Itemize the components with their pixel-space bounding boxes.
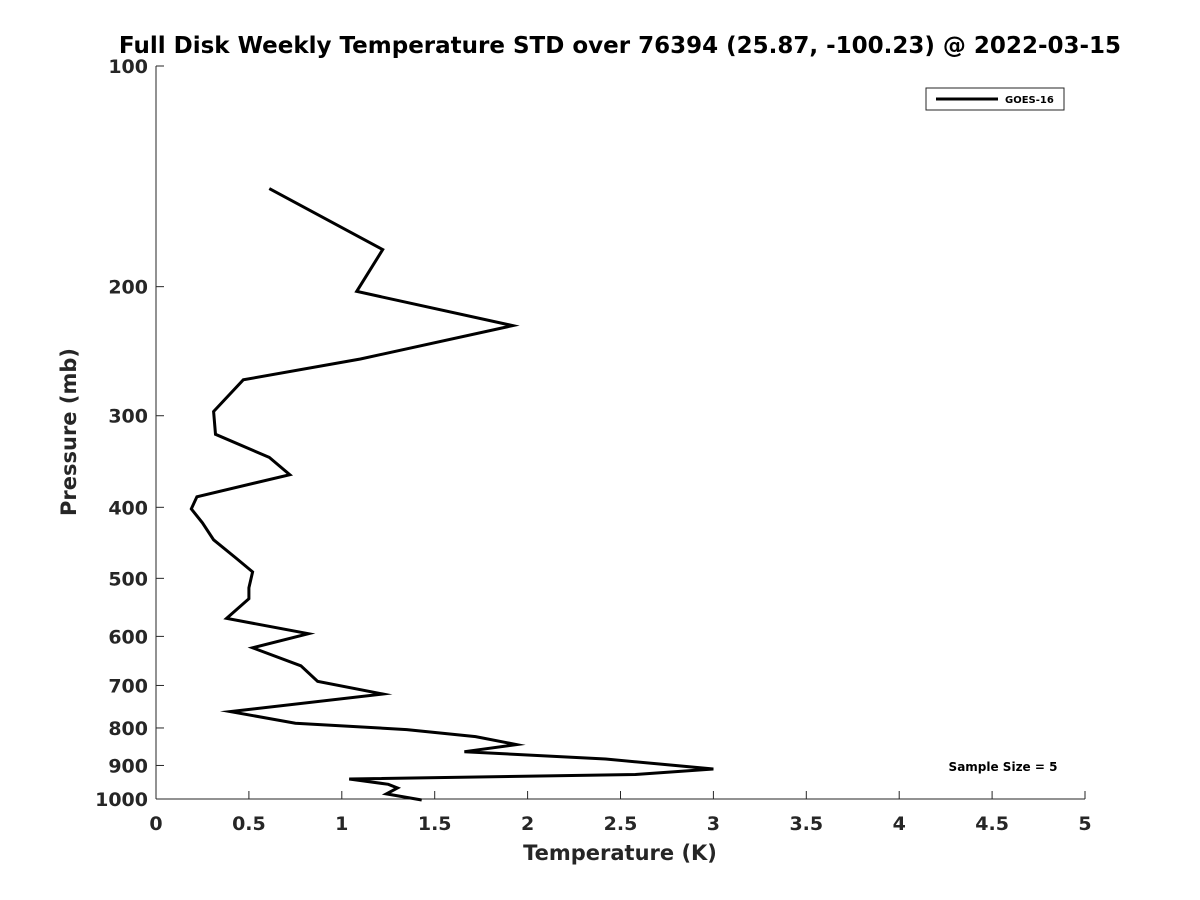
y-axis-label: Pressure (mb) bbox=[57, 348, 81, 516]
x-tick-label: 1 bbox=[335, 813, 348, 835]
x-tick-label: 4 bbox=[893, 813, 906, 835]
y-ticks: 100 200 300 400 500 600 700 800 900 1000 bbox=[95, 56, 164, 811]
x-tick-label: 2.5 bbox=[604, 813, 638, 835]
y-tick-label: 900 bbox=[108, 755, 148, 777]
series-line-goes-16 bbox=[189, 187, 714, 802]
legend-entry-goes-16: GOES-16 bbox=[1005, 95, 1054, 106]
y-tick-label: 400 bbox=[108, 497, 148, 519]
x-ticks: 0 0.5 1 1.5 2 2.5 3 3.5 4 4.5 5 bbox=[149, 791, 1092, 835]
y-tick-label: 600 bbox=[108, 626, 148, 648]
axes bbox=[155, 66, 1085, 800]
sample-size-annotation: Sample Size = 5 bbox=[949, 760, 1058, 774]
x-tick-label: 4.5 bbox=[975, 813, 1009, 835]
y-tick-label: 700 bbox=[108, 675, 148, 697]
x-tick-label: 3.5 bbox=[789, 813, 823, 835]
x-tick-label: 2 bbox=[521, 813, 534, 835]
y-tick-label: 100 bbox=[108, 56, 148, 78]
y-tick-label: 200 bbox=[108, 277, 148, 299]
y-tick-label: 500 bbox=[108, 568, 148, 590]
y-tick-label: 1000 bbox=[95, 789, 148, 811]
x-tick-label: 5 bbox=[1078, 813, 1091, 835]
x-tick-label: 3 bbox=[707, 813, 720, 835]
series-layer bbox=[189, 187, 714, 802]
legend: GOES-16 bbox=[925, 87, 1065, 111]
x-axis-label: Temperature (K) bbox=[523, 841, 717, 865]
y-tick-label: 800 bbox=[108, 718, 148, 740]
y-tick-label: 300 bbox=[108, 406, 148, 428]
x-tick-label: 0 bbox=[149, 813, 162, 835]
chart-title: Full Disk Weekly Temperature STD over 76… bbox=[119, 33, 1121, 59]
x-tick-label: 0.5 bbox=[232, 813, 266, 835]
x-tick-label: 1.5 bbox=[418, 813, 452, 835]
